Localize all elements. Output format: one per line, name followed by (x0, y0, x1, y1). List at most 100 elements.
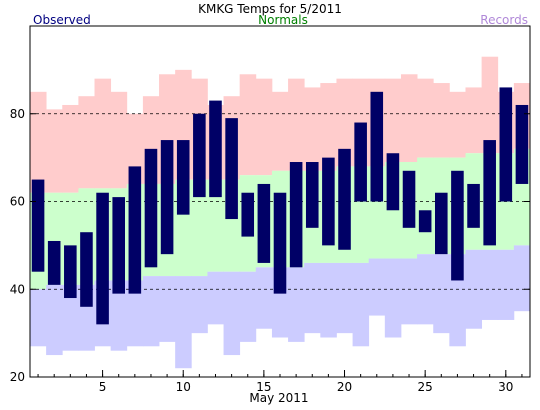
plot-layer (30, 26, 531, 377)
record-low-band (175, 276, 192, 369)
observed-bar (225, 118, 238, 220)
observed-bar (64, 245, 77, 299)
axis-layer: 20 40 60 80 5 10 15 20 25 30 (10, 25, 531, 394)
observed-bar (257, 183, 271, 263)
x-axis-label: May 2011 (249, 391, 308, 405)
observed-bar (451, 170, 464, 281)
x-tick-label: 25 (418, 380, 433, 394)
normal-band (191, 179, 208, 277)
observed-bar (338, 148, 351, 250)
x-tick-label: 10 (176, 380, 191, 394)
observed-bar (31, 179, 45, 272)
record-low-band (62, 284, 79, 351)
observed-bar (305, 162, 319, 228)
record-high-band (400, 74, 418, 163)
y-tick-label: 20 (10, 370, 25, 384)
observed-bar (96, 192, 109, 325)
record-low-band (336, 262, 353, 334)
normal-band (417, 157, 434, 255)
observed-bar (418, 210, 432, 233)
record-high-band (62, 104, 79, 193)
observed-bar (483, 140, 496, 246)
record-low-band (46, 284, 63, 356)
record-high-band (465, 87, 483, 154)
record-high-band (239, 74, 257, 176)
record-low-band (223, 271, 241, 356)
observed-bar (47, 240, 61, 285)
record-high-band (271, 91, 289, 171)
record-high-band (336, 78, 353, 167)
legend-observed: Observed (33, 13, 91, 27)
record-low-band (110, 280, 128, 351)
observed-bar (128, 166, 142, 294)
y-tick-label: 80 (10, 107, 25, 121)
record-high-band (417, 78, 434, 158)
observed-bar (402, 170, 416, 228)
x-tick-label: 20 (337, 380, 352, 394)
observed-bar (435, 192, 448, 255)
observed-bar (80, 232, 93, 307)
chart-title: KMKG Temps for 5/2011 (198, 2, 342, 16)
observed-bar (370, 91, 384, 202)
x-tick-label: 30 (498, 380, 513, 394)
observed-bar (144, 148, 158, 268)
legend-records: Records (480, 13, 528, 27)
observed-bar (193, 113, 206, 198)
record-low-band (207, 271, 224, 325)
record-high-band (384, 78, 402, 163)
record-high-band (110, 91, 128, 189)
record-low-band (352, 262, 370, 347)
observed-bar (112, 197, 125, 294)
observed-bar (354, 122, 367, 202)
record-low-band (320, 262, 337, 338)
record-high-band (46, 109, 63, 193)
record-high-band (320, 83, 337, 171)
record-low-band (142, 276, 160, 347)
record-low-band (255, 267, 273, 329)
x-tick-label: 5 (99, 380, 107, 394)
record-low-band (239, 271, 257, 342)
record-low-band (288, 267, 305, 342)
record-low-band (497, 249, 515, 320)
record-low-band (30, 289, 47, 347)
record-high-band (449, 91, 466, 158)
record-high-band (433, 83, 450, 158)
record-high-band (30, 91, 47, 193)
observed-bar (467, 183, 480, 228)
record-low-band (368, 258, 386, 316)
record-high-band (78, 96, 95, 189)
record-high-band (94, 78, 112, 189)
record-low-band (304, 262, 321, 334)
observed-bar (515, 104, 529, 184)
record-low-band (433, 254, 450, 334)
record-low-band (481, 249, 499, 320)
record-low-band (126, 280, 144, 347)
observed-bar (273, 192, 287, 294)
y-tick-label: 40 (10, 282, 25, 296)
normal-band (207, 179, 224, 272)
record-low-band (513, 245, 531, 312)
observed-bar (386, 153, 400, 211)
record-high-band (304, 87, 321, 171)
observed-bar (241, 192, 255, 237)
record-low-band (384, 258, 402, 338)
record-low-band (465, 249, 483, 329)
observed-bar (176, 140, 190, 215)
observed-bar (289, 162, 303, 268)
record-low-band (400, 258, 418, 325)
record-low-band (159, 276, 176, 342)
record-high-band (255, 78, 273, 176)
record-high-band (288, 78, 305, 171)
y-tick-label: 60 (10, 195, 25, 209)
legend-normals: Normals (258, 13, 308, 27)
record-low-band (417, 254, 434, 325)
observed-bar (499, 87, 513, 202)
observed-bar (322, 157, 335, 246)
observed-bar (209, 100, 222, 198)
observed-bar (160, 140, 174, 255)
record-low-band (191, 276, 208, 334)
record-high-band (481, 56, 499, 154)
x-tick-label: 15 (256, 380, 271, 394)
